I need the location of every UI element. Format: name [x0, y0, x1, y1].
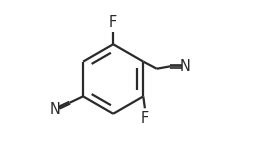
Text: F: F: [141, 111, 149, 126]
Text: N: N: [50, 102, 61, 117]
Text: N: N: [180, 59, 191, 74]
Text: F: F: [109, 15, 117, 30]
